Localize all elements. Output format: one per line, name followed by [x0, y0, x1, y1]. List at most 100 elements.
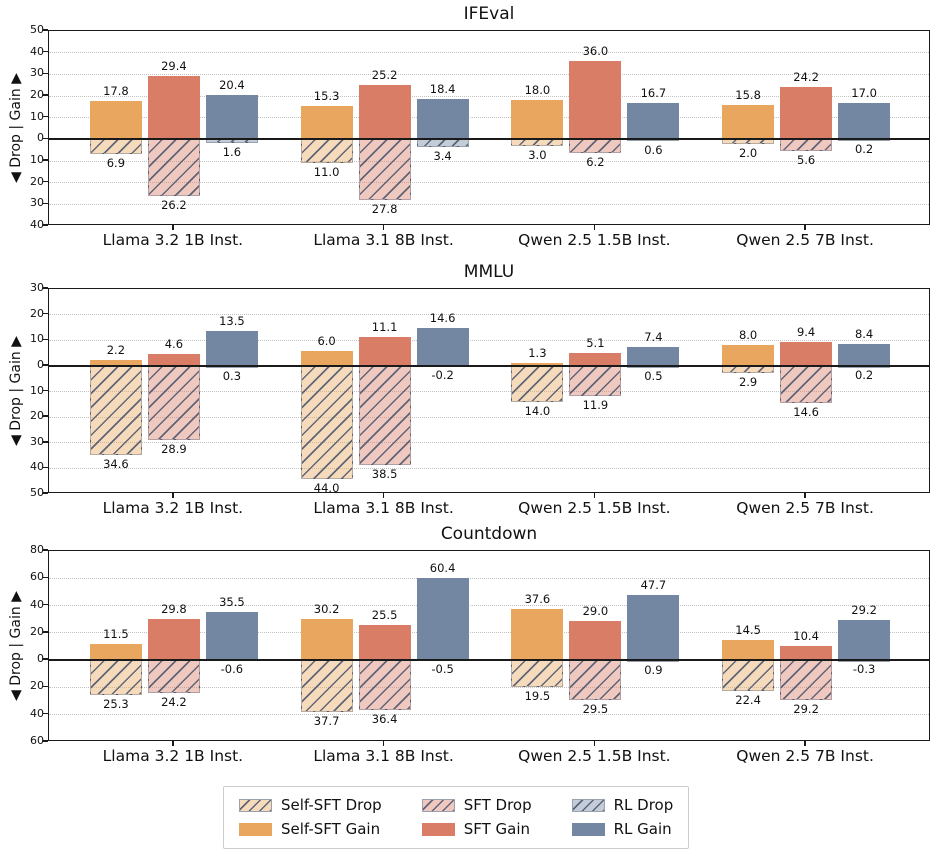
- gridline: [49, 52, 929, 54]
- y-tick-label: 40: [30, 44, 44, 58]
- x-category-label: Llama 3.2 1B Inst.: [102, 747, 244, 765]
- y-tick-label: 30: [30, 434, 44, 448]
- x-category-label: Qwen 2.5 7B Inst.: [736, 231, 874, 249]
- bar-drop-sft: [780, 365, 833, 404]
- gridline: [49, 117, 929, 119]
- value-label: 22.4: [735, 692, 761, 707]
- value-label: 29.2: [851, 603, 877, 618]
- bar-drop-self_sft: [300, 660, 353, 712]
- bar-drop-sft: [569, 660, 622, 701]
- x-tick-mark: [172, 741, 174, 746]
- x-tick-mark: [804, 741, 806, 746]
- bar-gain-rl: [205, 331, 258, 366]
- legend-label: Self-SFT Drop: [281, 796, 382, 814]
- legend-swatch-sft-gain: [421, 823, 455, 836]
- value-label: 0.2: [854, 368, 874, 383]
- legend-label: RL Gain: [613, 820, 672, 838]
- plot-area: 17.8 6.9 29.4 26.2 20.4 1.6 15.3 11.0 25.2 27.8 18…: [48, 30, 930, 225]
- y-tick-label: 0: [37, 357, 44, 371]
- legend-swatch-self_sft-gain: [239, 823, 272, 836]
- value-label: 2.9: [738, 375, 758, 390]
- y-tick-label: 20: [30, 409, 44, 423]
- x-category-label: Llama 3.1 8B Inst.: [313, 231, 454, 249]
- y-axis-label: ◀ Drop | Gain ▶: [8, 335, 24, 446]
- y-tick-label: 10: [30, 332, 44, 346]
- bar-gain-self_sft: [722, 105, 775, 140]
- legend-item: SFT Drop: [421, 797, 532, 814]
- value-label: 18.4: [429, 82, 456, 97]
- value-label: 10.4: [793, 628, 819, 643]
- value-label: 20.4: [219, 78, 245, 93]
- x-category-label: Llama 3.2 1B Inst.: [102, 231, 244, 249]
- zero-line: [49, 659, 929, 662]
- value-label: 15.8: [735, 88, 761, 103]
- value-label: 2.0: [738, 145, 758, 160]
- y-tick-label: 80: [30, 543, 44, 556]
- bar-gain-rl: [838, 620, 891, 661]
- value-label: 25.2: [371, 67, 398, 82]
- bar-gain-self_sft: [89, 360, 142, 366]
- panel-title: IFEval: [463, 4, 515, 24]
- bar-gain-self_sft: [89, 100, 142, 140]
- y-tick-mark: [43, 287, 48, 289]
- bar-gain-sft: [358, 84, 411, 140]
- bar-gain-sft: [780, 645, 833, 661]
- y-tick-mark: [43, 631, 48, 633]
- y-tick-mark: [43, 72, 48, 75]
- value-label: 47.7: [640, 578, 667, 593]
- value-label: 17.8: [103, 83, 129, 98]
- value-label: 17.0: [851, 85, 877, 100]
- value-label: 35.5: [219, 594, 245, 609]
- y-tick-mark: [43, 685, 48, 688]
- y-tick-mark: [43, 712, 48, 715]
- value-label: 6.9: [106, 156, 126, 171]
- value-label: 3.4: [433, 148, 452, 163]
- value-label: 25.5: [371, 608, 398, 623]
- y-tick-label: 20: [30, 679, 44, 693]
- bar-gain-rl: [416, 577, 469, 661]
- gridline: [49, 605, 929, 607]
- value-label: 34.6: [103, 456, 129, 471]
- gridline: [49, 203, 929, 205]
- value-label: -0.3: [852, 662, 876, 677]
- value-label: 24.2: [793, 69, 819, 84]
- legend-item: RL Drop: [571, 797, 673, 814]
- y-tick-mark: [43, 224, 48, 226]
- y-tick-mark: [43, 658, 48, 660]
- y-tick-mark: [43, 202, 48, 205]
- y-tick-label: 10: [30, 153, 44, 166]
- value-label: 11.1: [371, 320, 398, 335]
- bar-gain-rl: [205, 611, 258, 661]
- value-label: 14.0: [524, 403, 551, 418]
- gridline: [49, 714, 929, 716]
- zero-line: [49, 138, 929, 141]
- x-tick-mark: [593, 741, 596, 746]
- legend-item: SFT Gain: [421, 821, 532, 838]
- gridline: [49, 416, 929, 418]
- bar-gain-self_sft: [300, 350, 353, 366]
- legend-item: RL Gain: [571, 820, 674, 838]
- bar-gain-sft: [569, 352, 622, 366]
- value-label: 15.3: [313, 89, 340, 104]
- bar-gain-self_sft: [511, 608, 564, 661]
- x-category-label: Llama 3.2 1B Inst.: [102, 499, 244, 517]
- bar-drop-sft: [147, 139, 200, 197]
- x-tick-mark: [593, 225, 596, 230]
- y-axis-label: ◀ Drop | Gain ▶: [8, 590, 24, 701]
- bar-drop-sft: [780, 139, 833, 152]
- value-label: 38.5: [371, 466, 398, 481]
- value-label: 5.1: [586, 335, 605, 350]
- value-label: 0.5: [644, 369, 663, 384]
- bar-drop-rl: [416, 139, 469, 147]
- bar-drop-sft: [780, 660, 833, 700]
- value-label: 4.6: [164, 337, 184, 352]
- value-label: 26.2: [161, 198, 187, 213]
- bar-drop-self_sft: [722, 365, 775, 374]
- value-label: 37.7: [313, 713, 340, 728]
- gridline: [49, 73, 929, 75]
- value-label: 29.2: [793, 701, 819, 716]
- gridline: [49, 339, 929, 341]
- value-label: 0.9: [644, 663, 663, 678]
- x-category-label: Qwen 2.5 1.5B Inst.: [518, 499, 671, 517]
